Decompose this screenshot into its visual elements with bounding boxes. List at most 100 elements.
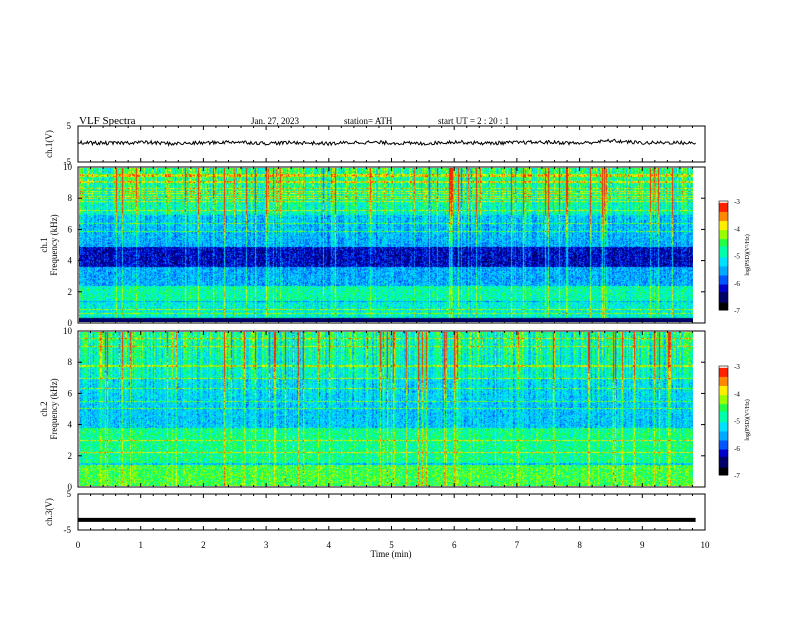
colorbar-step	[719, 400, 728, 403]
colorbar-step	[719, 464, 728, 467]
colorbar-step	[719, 393, 728, 396]
colorbar-step	[719, 387, 728, 391]
colorbar-frame	[718, 200, 729, 311]
colorbar-step	[719, 260, 728, 264]
colorbar-step	[719, 429, 728, 432]
y-tick-label: 8	[68, 193, 73, 203]
colorbar-step	[719, 409, 728, 412]
ch1-colorbar-label: log(PSD)(V²/Hz)	[744, 234, 751, 275]
colorbar-step	[719, 271, 728, 275]
colorbar-step	[719, 396, 728, 400]
colorbar-step	[719, 304, 728, 307]
colorbar-step	[719, 253, 728, 256]
date-label: Jan. 27, 2023	[251, 116, 299, 126]
colorbar-step	[719, 405, 728, 409]
colorbar-tick-label: -7	[734, 307, 740, 315]
colorbar-step	[719, 228, 728, 231]
colorbar-tick-label: -4	[734, 225, 740, 233]
x-tick-label: 6	[452, 540, 457, 550]
y-tick-label: -5	[64, 525, 72, 535]
colorbar-step	[719, 407, 728, 411]
colorbar-tick-label: -3	[734, 198, 740, 206]
colorbar-step	[719, 460, 728, 463]
colorbar-step	[719, 257, 728, 260]
colorbar-step	[719, 277, 728, 280]
colorbar-step	[719, 453, 728, 456]
colorbar-step	[719, 222, 728, 226]
colorbar-step	[719, 449, 728, 452]
colorbar-step	[719, 369, 728, 372]
colorbar-step	[719, 224, 728, 227]
colorbar-step	[719, 231, 728, 235]
colorbar-step	[719, 251, 728, 255]
colorbar-step	[719, 288, 728, 291]
colorbar-step	[719, 438, 728, 441]
colorbar-step	[719, 402, 728, 405]
y-tick-label: 10	[63, 326, 73, 336]
colorbar-step	[719, 201, 728, 204]
colorbar-step	[719, 378, 728, 382]
ch1-spectrogram-plot	[79, 168, 693, 322]
colorbar-step	[719, 246, 728, 249]
y-tick-label: 2	[68, 287, 73, 297]
ch1-spectrogram-ylabel-top: ch.1	[39, 237, 49, 252]
colorbar-step	[719, 306, 728, 309]
ch3-waveform-frame	[77, 493, 706, 531]
colorbar-step	[719, 268, 728, 271]
colorbar-step	[719, 427, 728, 431]
colorbar-step	[719, 445, 728, 449]
colorbar-step	[719, 270, 728, 273]
colorbar-step	[719, 422, 728, 425]
colorbar-step	[719, 206, 728, 209]
y-tick-label: 4	[68, 256, 73, 266]
colorbar-step	[719, 420, 728, 423]
colorbar-step	[719, 425, 728, 429]
colorbar-step	[719, 385, 728, 389]
colorbar-step	[719, 286, 728, 289]
colorbar-step	[719, 435, 728, 438]
ch2-colorbar-label: log(PSD)(V²/Hz)	[744, 399, 751, 440]
colorbar-step	[719, 376, 728, 380]
x-tick-label: 8	[577, 540, 582, 550]
colorbar-step	[719, 211, 728, 215]
colorbar-step	[719, 284, 728, 287]
colorbar-step	[719, 233, 728, 237]
colorbar-step	[719, 371, 728, 374]
colorbar-step	[719, 465, 728, 469]
colorbar-step	[719, 433, 728, 436]
colorbar-step	[719, 391, 728, 394]
colorbar-step	[719, 375, 728, 378]
spectrogram-image	[79, 168, 693, 322]
colorbar-step	[719, 280, 728, 284]
y-tick-label: -5	[64, 157, 72, 167]
ch1-spectrogram-ylabel: Frequency (kHz)	[49, 214, 59, 275]
x-tick-label: 1	[138, 540, 143, 550]
colorbar-step	[719, 366, 728, 369]
ch2-spectrogram-ylabel: Frequency (kHz)	[49, 378, 59, 439]
colorbar-step	[719, 380, 728, 383]
colorbar-step	[719, 395, 728, 398]
colorbar-step	[719, 411, 728, 414]
colorbar-step	[719, 451, 728, 454]
colorbar-step	[719, 275, 728, 278]
x-tick-label: 0	[76, 540, 81, 550]
colorbar-step	[719, 367, 728, 371]
colorbar-step	[719, 384, 728, 387]
ch1-colorbar: -3 -4 -5 -6 -7	[718, 198, 740, 315]
colorbar-step	[719, 413, 728, 416]
ch2-spectrogram-ylabel-top: ch.2	[39, 401, 49, 416]
colorbar-step	[719, 467, 728, 471]
colorbar-tick-label: -4	[734, 390, 740, 398]
colorbar-step	[719, 308, 728, 311]
colorbar-step	[719, 404, 728, 407]
colorbar-step	[719, 244, 728, 247]
x-tick-label: 2	[201, 540, 206, 550]
y-tick-label: 8	[68, 357, 73, 367]
colorbar-step	[719, 462, 728, 465]
y-tick-label: 5	[67, 489, 72, 499]
colorbar-step	[719, 382, 728, 385]
colorbar-step	[719, 248, 728, 251]
spectrogram-image	[79, 332, 693, 486]
colorbar-step	[719, 264, 728, 267]
